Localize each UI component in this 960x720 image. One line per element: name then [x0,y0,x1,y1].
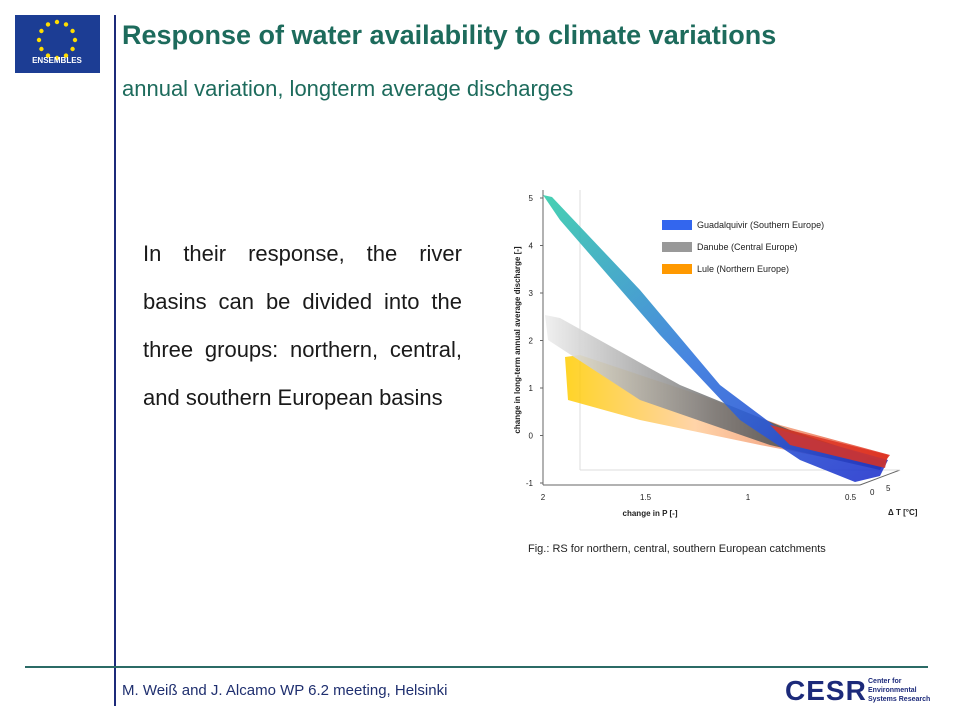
legend-swatch [662,264,692,274]
y-tick-label: 3 [529,289,534,298]
star [45,53,51,58]
star [39,28,44,34]
z-tick-label: 5 [886,484,891,493]
cesr-logo-sub: Center for [868,678,902,685]
northern-surface-edge [770,425,888,468]
footer-text: M. Weiß and J. Alcamo WP 6.2 meeting, He… [122,682,448,699]
y-tick-label: 4 [529,242,534,251]
star [36,37,42,43]
x-tick-label: 1 [746,493,751,502]
star [72,37,78,43]
z-axis-label: Δ T [°C] [888,508,918,517]
y-ticks: 5 4 3 2 1 0 -1 [526,194,543,488]
ensembles-logo [15,15,100,73]
x-axis-label: change in P [-] [623,509,678,518]
y-tick-label: -1 [526,479,534,488]
star [63,53,69,58]
body-text: In their response, the river basins can … [143,241,462,410]
y-tick-label: 0 [529,432,534,441]
y-tick-label: 2 [529,337,534,346]
star [54,19,60,25]
x-tick-label: 2 [541,493,546,502]
figure: 5 4 3 2 1 0 -1 2 1.5 1 0.5 change in long-term an… [513,190,918,555]
legend-label: Danube (Central Europe) [697,242,798,252]
legend: Guadalquivir (Southern Europe) Danube (Ce… [662,220,824,274]
z-tick-label: 0 [870,488,875,497]
star [39,46,44,52]
x-ticks: 2 1.5 1 0.5 [541,493,857,502]
logo-label: ENSEMBLES [32,56,82,65]
star [70,46,75,52]
y-axis-label: change in long-term annual average disch… [513,246,522,433]
star [54,55,60,61]
x-tick-label: 0.5 [845,493,857,502]
legend-swatch [662,242,692,252]
logo-stars [36,19,78,61]
star [63,22,69,27]
z-axis [859,469,901,486]
star [45,22,51,27]
cesr-logo-sub: Environmental [868,687,917,694]
y-tick-label: 5 [529,194,534,203]
legend-swatch [662,220,692,230]
figure-caption: Fig.: RS for northern, central, southern… [528,543,826,555]
slide-subtitle: annual variation, longterm average disch… [122,76,574,101]
cesr-logo-sub: Systems Research [868,696,930,703]
x-tick-label: 1.5 [640,493,652,502]
y-tick-label: 1 [529,384,534,393]
cesr-logo: CESR [785,675,867,706]
star [70,28,75,34]
slide-title: Response of water availability to climat… [122,20,777,50]
legend-label: Guadalquivir (Southern Europe) [697,220,824,230]
legend-label: Lule (Northern Europe) [697,264,789,274]
